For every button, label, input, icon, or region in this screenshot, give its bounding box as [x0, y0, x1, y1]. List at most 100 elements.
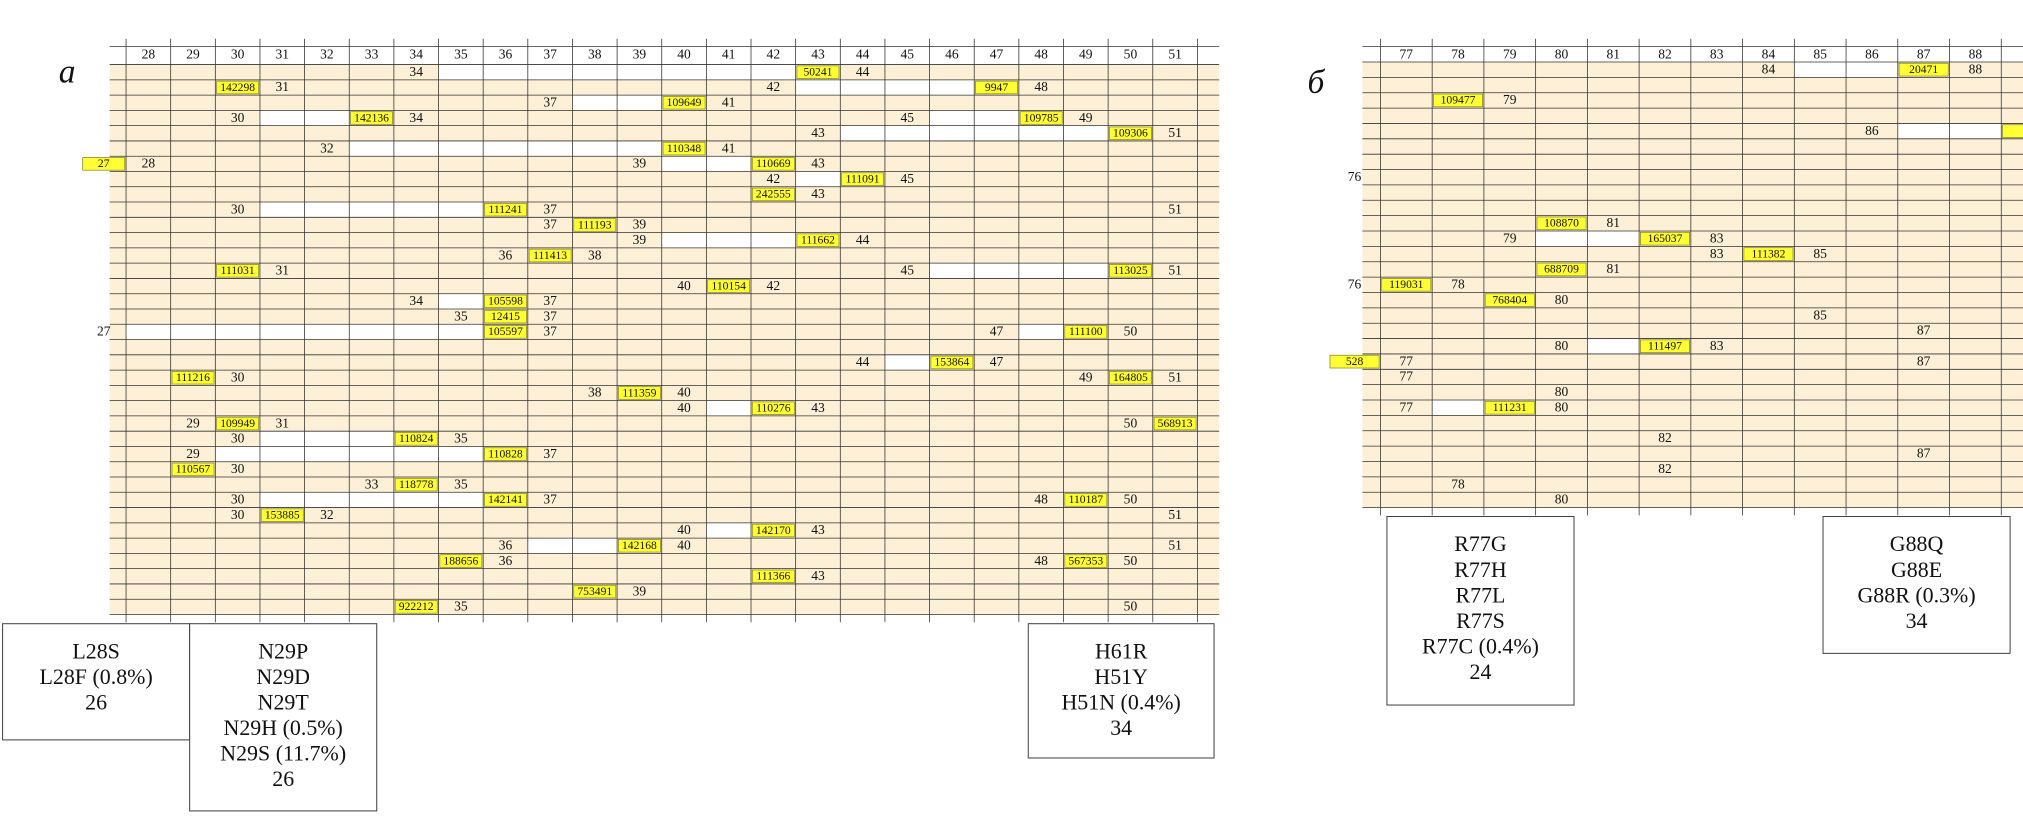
row-band: [1362, 200, 2023, 216]
highlight-box: [751, 569, 795, 584]
mutation-box: [2, 623, 191, 741]
column-header: 32: [320, 47, 334, 62]
row-band: [1362, 323, 2023, 339]
cell-number: 45: [900, 171, 914, 186]
row-band: [1362, 138, 2023, 155]
cell-id: 111497: [1648, 340, 1682, 353]
cell-number: 51: [1168, 263, 1182, 278]
mutation-box: [189, 623, 378, 812]
column-header: 42: [767, 47, 781, 62]
highlight-box: [350, 111, 393, 125]
highlight-box: [82, 157, 126, 171]
cell-id: 110187: [1069, 493, 1104, 506]
cell-number: 87: [1917, 353, 1931, 368]
cell-number: 83: [1710, 230, 1724, 245]
highlight-box: [975, 80, 1018, 95]
mutation-text: G88E: [1891, 557, 1942, 582]
cell-id: 108870: [1544, 217, 1579, 230]
row-band: [1362, 231, 2023, 247]
cell-number: 40: [677, 385, 691, 400]
cell-number: 83: [1710, 338, 1724, 353]
mutation-box: [1822, 515, 2011, 654]
row-band: [1362, 369, 2023, 385]
highlight-box: [171, 462, 215, 477]
cell-number: 35: [454, 476, 468, 491]
column-header: 78: [1451, 47, 1465, 62]
column-header: 34: [409, 47, 423, 62]
column-header: 30: [231, 47, 245, 62]
cell-number: 39: [633, 583, 647, 598]
row-band: [109, 583, 1220, 600]
cell-number: 42: [767, 171, 781, 186]
highlight-box: [751, 523, 795, 538]
cell-number: 37: [543, 492, 557, 507]
row-band: [1362, 476, 2023, 493]
panel-label: а: [59, 54, 76, 91]
cell-number: 35: [454, 431, 468, 446]
highlight-box: [1064, 554, 1108, 568]
cell-number: 38: [588, 385, 602, 400]
mutation-box: [1386, 515, 1575, 706]
cell-number: 87: [1917, 323, 1931, 338]
column-header: 83: [1710, 47, 1724, 62]
column-header: 50: [1124, 47, 1138, 62]
row-band: [109, 171, 1220, 187]
mutation-text: H51Y: [1094, 664, 1148, 689]
column-header: 84: [1762, 47, 1776, 62]
cell-number: 80: [1555, 292, 1569, 307]
cell-id: 111359: [622, 386, 656, 399]
highlight-box: [2002, 124, 2023, 138]
highlight-box: [216, 416, 260, 431]
gap-cells: [661, 232, 796, 248]
cell-number: 78: [1451, 277, 1465, 292]
mutation-text: N29D: [256, 664, 310, 689]
highlight-box: [484, 202, 527, 217]
cell-number: 30: [231, 492, 245, 507]
mutation-text: R77H: [1454, 557, 1507, 582]
row-band: [109, 553, 1220, 569]
row-band: [109, 339, 1220, 355]
row-band: [1362, 77, 2023, 93]
cell-number: 41: [722, 95, 736, 110]
row-band: [1362, 108, 2023, 124]
cell-number: 50: [1124, 415, 1138, 430]
cell-number: 50: [1124, 599, 1138, 614]
gap-cells: [1018, 324, 1064, 340]
row-band: [109, 385, 1220, 401]
row-band: [109, 415, 1220, 432]
cell-number: 77: [1400, 353, 1414, 368]
cell-number: 43: [811, 125, 825, 140]
cell-id: 12415: [491, 310, 520, 323]
cell-number: 48: [1034, 79, 1048, 94]
gap-cells: [349, 140, 662, 157]
cell-number: 85: [1813, 246, 1827, 261]
cell-id: 111413: [533, 249, 567, 262]
cell-id: 568913: [1158, 417, 1193, 430]
gap-cells: [706, 400, 752, 416]
row-band: [1362, 384, 2023, 401]
cell-number: 27: [97, 324, 111, 339]
column-header: 81: [1606, 47, 1620, 62]
cell-number: 37: [543, 217, 557, 232]
row-band: [1362, 353, 2023, 370]
highlight-box: [528, 248, 572, 263]
cell-number: 40: [677, 538, 691, 553]
row-band: [109, 477, 1220, 493]
highlight-box: [617, 386, 661, 400]
row-band: [1362, 169, 2023, 185]
row-band: [1362, 215, 2023, 232]
highlight-box: [1109, 126, 1152, 141]
cell-number: 40: [677, 400, 691, 415]
cell-number: 82: [1658, 461, 1672, 476]
highlight-box: [1536, 216, 1587, 231]
cell-number: 87: [1917, 446, 1931, 461]
column-header: 46: [945, 47, 959, 62]
cell-number: 82: [1658, 430, 1672, 445]
cell-id: 118778: [399, 478, 434, 491]
row-band: [1362, 492, 2023, 508]
cell-id: 111231: [1493, 401, 1527, 414]
highlight-box: [216, 264, 260, 278]
cell-id: 110154: [711, 279, 746, 292]
mutation-text: R77S: [1456, 608, 1505, 633]
cell-id: 111662: [801, 234, 835, 247]
